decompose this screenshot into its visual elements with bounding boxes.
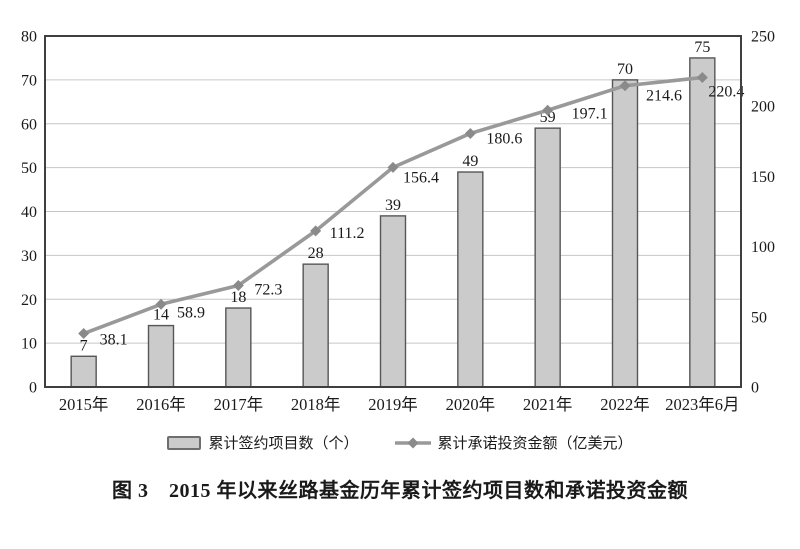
line-value-label: 111.2	[330, 225, 365, 242]
left-axis-tick-label: 30	[21, 248, 37, 265]
bar-value-label: 39	[385, 197, 401, 214]
line-value-label: 220.4	[708, 84, 744, 101]
left-axis-tick-label: 20	[21, 292, 37, 309]
line-marker	[155, 298, 167, 310]
line-value-label: 214.6	[646, 88, 682, 105]
left-axis-tick-label: 10	[21, 336, 37, 353]
line-marker	[78, 328, 90, 340]
plot-border	[44, 35, 742, 388]
bar	[611, 79, 639, 388]
line-value-label: 197.1	[572, 105, 608, 122]
bar	[147, 324, 175, 388]
bar-value-label: 59	[540, 109, 556, 126]
legend-item-line: 累计承诺投资金额（亿美元）	[394, 432, 633, 453]
bar-value-label: 70	[617, 61, 633, 78]
x-axis-category-label: 2015年	[59, 395, 109, 414]
right-axis-tick-label: 250	[751, 29, 775, 46]
x-axis-category-label: 2020年	[446, 395, 496, 414]
bar-value-label: 7	[80, 337, 88, 354]
bar-value-label: 28	[308, 245, 324, 262]
right-axis-tick-label: 150	[751, 169, 775, 186]
left-axis-tick-label: 60	[21, 116, 37, 133]
line-marker	[619, 80, 631, 92]
x-axis-category-label: 2021年	[523, 395, 573, 414]
bar	[379, 215, 407, 388]
right-axis-tick-label: 100	[751, 239, 775, 256]
line-series-swatch	[394, 437, 431, 448]
line-value-label: 180.6	[486, 130, 522, 147]
line-marker	[696, 72, 708, 84]
bar	[70, 355, 97, 388]
left-axis-tick-label: 40	[21, 204, 37, 221]
bar-series-swatch	[167, 435, 202, 450]
right-axis-tick-label: 50	[751, 309, 767, 326]
line-marker	[542, 104, 554, 116]
line-value-label: 58.9	[177, 304, 205, 321]
line-value-label: 38.1	[100, 332, 128, 349]
left-axis-tick-label: 0	[29, 380, 37, 397]
x-axis-category-label: 2023年6月	[665, 395, 739, 414]
bar	[689, 57, 716, 388]
figure-title: 图 3 2015 年以来丝路基金历年累计签约项目数和承诺投资金额	[112, 480, 688, 502]
line-marker	[232, 279, 244, 291]
bar-value-label: 49	[462, 153, 478, 170]
bar-value-label: 18	[230, 289, 246, 306]
legend-label-line: 累计承诺投资金额（亿美元）	[437, 436, 633, 452]
bar-value-label: 75	[694, 39, 710, 56]
combo-chart: 7 14 18 28 39 49 59 70 75 38.1 58.9 72.3 111.2 156.4 1…	[21, 29, 775, 415]
left-axis-tick-label: 50	[21, 160, 37, 177]
left-axis-tick-label: 80	[21, 29, 37, 46]
legend-label-bars: 累计签约项目数（个）	[208, 436, 359, 452]
bar	[302, 263, 329, 388]
x-axis-category-label: 2017年	[214, 395, 264, 414]
line-marker	[310, 225, 322, 237]
line-marker	[464, 127, 476, 139]
x-axis-category-label: 2022年	[600, 395, 650, 414]
right-axis-tick-label: 200	[751, 99, 775, 116]
line-value-label: 72.3	[254, 281, 282, 298]
line-value-label: 156.4	[403, 169, 439, 186]
bar	[457, 171, 484, 388]
left-axis-tick-label: 70	[21, 72, 37, 89]
bar-value-label: 14	[153, 307, 169, 324]
legend: 累计签约项目数（个） 累计承诺投资金额（亿美元）	[0, 432, 800, 453]
x-axis-category-label: 2018年	[291, 395, 341, 414]
bar	[225, 307, 252, 388]
bar	[534, 127, 561, 388]
right-axis-tick-label: 0	[751, 380, 759, 397]
x-axis-category-label: 2016年	[136, 395, 186, 414]
legend-item-bars: 累计签约项目数（个）	[167, 432, 359, 453]
x-axis-category-label: 2019年	[368, 395, 418, 414]
line-marker	[387, 161, 399, 173]
